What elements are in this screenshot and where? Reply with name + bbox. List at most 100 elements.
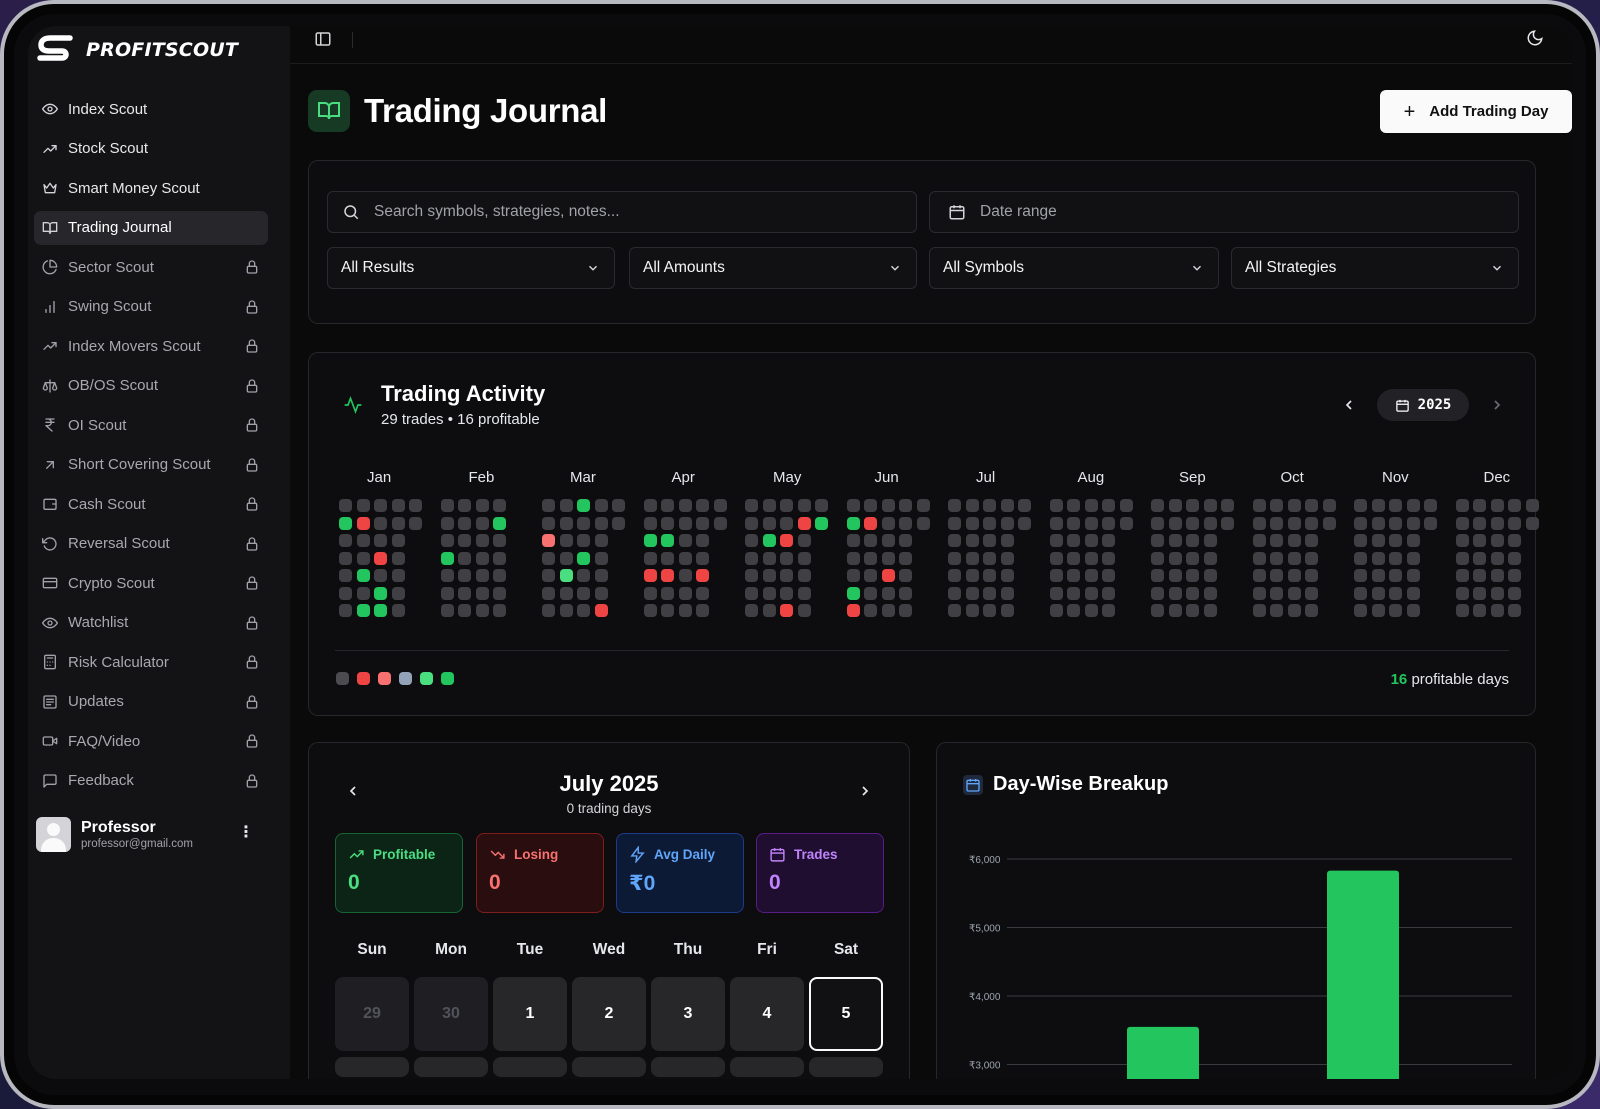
heatmap-day-cell[interactable] <box>1305 499 1318 512</box>
heatmap-day-cell[interactable] <box>374 534 387 547</box>
date-range-input[interactable]: Date range <box>929 191 1519 233</box>
calendar-day[interactable] <box>730 1057 804 1077</box>
heatmap-day-cell[interactable] <box>1084 569 1098 582</box>
chevron-right-icon[interactable] <box>1489 397 1505 413</box>
symbols-select[interactable]: All Symbols <box>929 247 1219 289</box>
heatmap-day-cell[interactable] <box>1490 551 1504 565</box>
heatmap-day-cell[interactable] <box>678 551 692 565</box>
heatmap-day-cell[interactable] <box>846 516 860 530</box>
heatmap-day-cell[interactable] <box>577 534 590 547</box>
heatmap-day-cell[interactable] <box>948 586 961 600</box>
heatmap-day-cell[interactable] <box>1473 551 1486 565</box>
heatmap-day-cell[interactable] <box>1102 551 1115 565</box>
heatmap-day-cell[interactable] <box>696 551 709 565</box>
heatmap-day-cell[interactable] <box>1508 569 1521 582</box>
sidebar-item-oi-scout[interactable]: OI Scout <box>34 408 268 442</box>
heatmap-day-cell[interactable] <box>356 499 370 512</box>
heatmap-day-cell[interactable] <box>1455 499 1469 512</box>
heatmap-day-cell[interactable] <box>1067 586 1080 600</box>
heatmap-day-cell[interactable] <box>1168 534 1182 547</box>
heatmap-day-cell[interactable] <box>762 569 776 582</box>
heatmap-day-cell[interactable] <box>374 586 387 600</box>
heatmap-day-cell[interactable] <box>1168 551 1182 565</box>
heatmap-day-cell[interactable] <box>1371 516 1385 530</box>
heatmap-day-cell[interactable] <box>1084 586 1098 600</box>
heatmap-day-cell[interactable] <box>846 499 860 512</box>
heatmap-day-cell[interactable] <box>475 516 489 530</box>
heatmap-day-cell[interactable] <box>542 534 555 547</box>
heatmap-day-cell[interactable] <box>1354 586 1367 600</box>
heatmap-day-cell[interactable] <box>1000 586 1014 600</box>
heatmap-day-cell[interactable] <box>864 499 877 512</box>
heatmap-day-cell[interactable] <box>1389 534 1402 547</box>
heatmap-day-cell[interactable] <box>1186 586 1199 600</box>
heatmap-day-cell[interactable] <box>339 604 352 617</box>
heatmap-day-cell[interactable] <box>661 586 674 600</box>
heatmap-day-cell[interactable] <box>391 569 405 582</box>
heatmap-day-cell[interactable] <box>881 499 895 512</box>
heatmap-day-cell[interactable] <box>1354 516 1367 530</box>
heatmap-day-cell[interactable] <box>1151 534 1164 547</box>
calendar-day[interactable]: 4 <box>730 977 804 1051</box>
heatmap-day-cell[interactable] <box>612 516 625 530</box>
heatmap-day-cell[interactable] <box>339 586 352 600</box>
heatmap-day-cell[interactable] <box>1067 604 1080 617</box>
calendar-day[interactable]: 1 <box>493 977 567 1051</box>
heatmap-day-cell[interactable] <box>1389 551 1402 565</box>
heatmap-day-cell[interactable] <box>1049 586 1063 600</box>
heatmap-day-cell[interactable] <box>1354 569 1367 582</box>
heatmap-day-cell[interactable] <box>356 586 370 600</box>
heatmap-day-cell[interactable] <box>1424 516 1437 530</box>
heatmap-day-cell[interactable] <box>559 499 573 512</box>
heatmap-day-cell[interactable] <box>643 586 657 600</box>
heatmap-day-cell[interactable] <box>542 586 555 600</box>
chevron-right-icon[interactable] <box>857 783 873 799</box>
heatmap-day-cell[interactable] <box>780 516 793 530</box>
heatmap-day-cell[interactable] <box>881 604 895 617</box>
heatmap-day-cell[interactable] <box>1000 499 1014 512</box>
heatmap-day-cell[interactable] <box>643 516 657 530</box>
heatmap-day-cell[interactable] <box>493 586 506 600</box>
heatmap-day-cell[interactable] <box>1252 516 1266 530</box>
heatmap-day-cell[interactable] <box>1490 586 1504 600</box>
heatmap-day-cell[interactable] <box>1389 586 1402 600</box>
add-trading-day-button[interactable]: + Add Trading Day <box>1380 90 1572 133</box>
heatmap-day-cell[interactable] <box>1186 499 1199 512</box>
heatmap-day-cell[interactable] <box>1151 604 1164 617</box>
search-input[interactable]: Search symbols, strategies, notes... <box>327 191 917 233</box>
heatmap-day-cell[interactable] <box>1424 499 1437 512</box>
heatmap-day-cell[interactable] <box>374 499 387 512</box>
heatmap-day-cell[interactable] <box>374 569 387 582</box>
heatmap-day-cell[interactable] <box>409 499 422 512</box>
heatmap-day-cell[interactable] <box>780 499 793 512</box>
heatmap-day-cell[interactable] <box>1252 569 1266 582</box>
heatmap-day-cell[interactable] <box>1455 534 1469 547</box>
heatmap-day-cell[interactable] <box>577 586 590 600</box>
heatmap-day-cell[interactable] <box>1067 569 1080 582</box>
heatmap-day-cell[interactable] <box>1186 604 1199 617</box>
heatmap-day-cell[interactable] <box>1473 534 1486 547</box>
heatmap-day-cell[interactable] <box>356 516 370 530</box>
sidebar-item-reversal-scout[interactable]: Reversal Scout <box>34 527 268 561</box>
heatmap-day-cell[interactable] <box>661 604 674 617</box>
heatmap-day-cell[interactable] <box>440 499 454 512</box>
heatmap-day-cell[interactable] <box>713 516 727 530</box>
heatmap-day-cell[interactable] <box>1168 499 1182 512</box>
heatmap-day-cell[interactable] <box>696 534 709 547</box>
heatmap-day-cell[interactable] <box>1049 551 1063 565</box>
heatmap-day-cell[interactable] <box>1049 499 1063 512</box>
calendar-day[interactable] <box>414 1057 488 1077</box>
heatmap-day-cell[interactable] <box>594 516 608 530</box>
heatmap-day-cell[interactable] <box>762 551 776 565</box>
strategies-select[interactable]: All Strategies <box>1231 247 1519 289</box>
heatmap-day-cell[interactable] <box>1406 551 1420 565</box>
heatmap-day-cell[interactable] <box>542 569 555 582</box>
heatmap-day-cell[interactable] <box>1067 551 1080 565</box>
heatmap-day-cell[interactable] <box>1102 534 1115 547</box>
heatmap-day-cell[interactable] <box>594 586 608 600</box>
heatmap-day-cell[interactable] <box>965 604 979 617</box>
heatmap-day-cell[interactable] <box>846 604 860 617</box>
heatmap-day-cell[interactable] <box>1305 551 1318 565</box>
calendar-day[interactable] <box>335 1057 409 1077</box>
heatmap-day-cell[interactable] <box>339 534 352 547</box>
